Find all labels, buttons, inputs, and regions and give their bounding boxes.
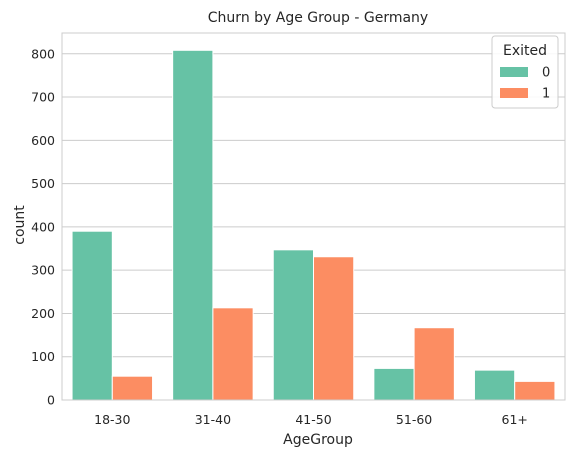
legend: Exited 0 1 (491, 35, 559, 109)
y-tick-label: 400 (31, 219, 55, 234)
x-tick-label: 51-60 (396, 412, 432, 427)
legend-swatch (500, 88, 528, 98)
y-tick-label: 600 (31, 133, 55, 148)
y-axis-title: count (12, 205, 28, 245)
y-tick-label: 0 (47, 393, 55, 408)
y-tick-label: 200 (31, 306, 55, 321)
legend-label: 1 (542, 87, 550, 102)
bar-31-40-exited-0 (172, 49, 214, 401)
x-tick-label: 18-30 (94, 412, 130, 427)
y-tick-label: 800 (31, 46, 55, 61)
y-tick-label: 100 (31, 349, 55, 364)
bar-41-50-exited-0 (272, 249, 315, 401)
x-tick-label: 41-50 (295, 412, 331, 427)
y-tick-label: 300 (31, 263, 55, 278)
chart-title: Churn by Age Group - Germany (208, 10, 428, 26)
legend-swatch (500, 67, 528, 77)
bars (71, 49, 556, 401)
legend-label: 0 (542, 66, 550, 81)
x-tick-labels: 18-30 31-40 41-50 51-60 61+ (94, 412, 528, 427)
x-axis-title: AgeGroup (283, 432, 353, 448)
bar-31-40-exited-1 (212, 307, 254, 401)
bar-18-30-exited-0 (71, 230, 113, 401)
bar-51-60-exited-0 (373, 367, 415, 401)
legend-title: Exited (503, 43, 547, 59)
plot-frame (61, 32, 566, 401)
bar-61+-exited-1 (514, 380, 556, 401)
bar-51-60-exited-1 (413, 327, 455, 401)
bar-61+-exited-0 (473, 369, 516, 401)
bar-18-30-exited-1 (111, 375, 154, 401)
bar-41-50-exited-1 (313, 256, 355, 401)
y-tick-label: 500 (31, 176, 55, 191)
x-tick-label: 61+ (502, 412, 528, 427)
y-tick-labels: 0 100 200 300 400 500 600 700 800 (31, 46, 55, 407)
y-tick-label: 700 (31, 90, 55, 105)
x-tick-label: 31-40 (195, 412, 231, 427)
